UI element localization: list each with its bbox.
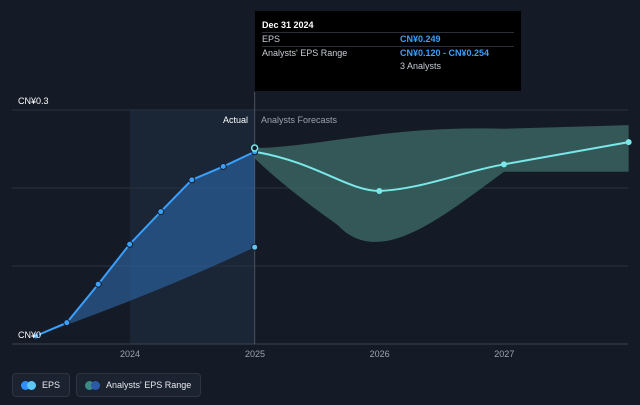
legend: EPS Analysts' EPS Range bbox=[12, 373, 202, 397]
legend-swatch-icon bbox=[91, 380, 101, 390]
eps-actual-point bbox=[94, 280, 102, 288]
eps-actual-point bbox=[188, 176, 196, 184]
actual-label: Actual bbox=[222, 115, 248, 125]
tooltip-value: CN¥0.249 bbox=[400, 34, 441, 44]
eps-actual-point bbox=[32, 332, 40, 340]
legend-swatch-icon bbox=[27, 380, 36, 390]
x-tick-label: 2025 bbox=[245, 349, 265, 359]
range-high-point bbox=[250, 144, 259, 152]
tooltip-row-range: Analysts' EPS Range CN¥0.120 - CN¥0.254 bbox=[262, 46, 514, 60]
tooltip: Dec 31 2024 EPS CN¥0.249 Analysts' EPS R… bbox=[255, 11, 521, 91]
range-band-actual bbox=[35, 148, 255, 336]
tooltip-date: Dec 31 2024 bbox=[262, 20, 314, 30]
eps-actual-point bbox=[63, 319, 71, 327]
tooltip-row-eps: EPS CN¥0.249 bbox=[262, 32, 514, 46]
eps-forecast-point bbox=[625, 139, 632, 146]
legend-label: EPS bbox=[42, 380, 61, 390]
eps-actual-point bbox=[126, 240, 134, 248]
forecast-label: Analysts Forecasts bbox=[261, 115, 338, 125]
tooltip-label: Analysts' EPS Range bbox=[262, 48, 348, 58]
y-axis-top-label: CN¥0.3 bbox=[18, 96, 49, 106]
tooltip-value: 3 Analysts bbox=[400, 61, 442, 71]
x-tick-label: 2027 bbox=[494, 349, 514, 359]
tooltip-label: EPS bbox=[262, 34, 281, 44]
range-band-forecast bbox=[254, 125, 629, 242]
tooltip-label bbox=[262, 60, 400, 73]
legend-swatch-icon bbox=[21, 380, 30, 390]
x-tick-label: 2026 bbox=[370, 349, 390, 359]
legend-swatch-icon bbox=[85, 380, 95, 390]
eps-forecast-point bbox=[376, 187, 383, 194]
eps-forecast-point bbox=[500, 161, 507, 168]
eps-actual-point bbox=[157, 208, 165, 216]
y-axis-bottom-label: CN¥0 bbox=[18, 330, 42, 340]
eps-actual-line bbox=[35, 150, 256, 337]
tooltip-value: CN¥0.120 - CN¥0.254 bbox=[400, 48, 490, 58]
legend-label: Analysts' EPS Range bbox=[106, 380, 192, 390]
eps-actual-point bbox=[219, 163, 227, 171]
legend-item-eps[interactable]: EPS bbox=[12, 373, 71, 397]
x-tick-label: 2024 bbox=[120, 349, 140, 359]
legend-item-range[interactable]: Analysts' EPS Range bbox=[76, 373, 202, 397]
range-low-point bbox=[251, 243, 259, 251]
tooltip-row-analysts: 3 Analysts bbox=[262, 60, 514, 73]
